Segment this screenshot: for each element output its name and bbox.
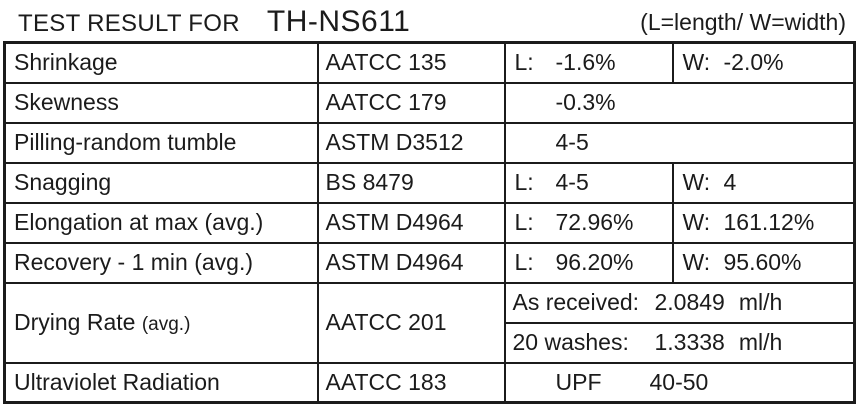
drying-rate-unit: ml/h — [738, 289, 783, 315]
model-number: TH-NS611 — [266, 5, 411, 38]
test-name-suffix: (avg.) — [141, 314, 191, 335]
l-value-cell: L: 72.96% — [503, 201, 674, 244]
table-row: Ultraviolet Radiation AATCC 183 UPF 40-50 — [3, 361, 856, 404]
merged-value-cell: 4-5 — [503, 121, 856, 164]
test-name-cell: Drying Rate (avg.) — [3, 281, 319, 364]
test-name-cell: Pilling-random tumble — [3, 121, 319, 164]
l-value: 4-5 — [555, 169, 589, 195]
l-value: -1.6% — [555, 49, 616, 76]
table-row: 20 washes: 1.3338 ml/h — [5, 321, 856, 364]
table-row: Elongation at max (avg.) ASTM D4964 L: 72… — [3, 201, 856, 244]
drying-rate-value: 2.0849 — [654, 289, 725, 315]
method-cell: BS 8479 — [316, 161, 506, 204]
drying-subrow-as-received: As received: 2.0849 ml/h — [503, 281, 856, 324]
l-value-cell: L: 4-5 — [503, 161, 674, 204]
title-group: TEST RESULT FOR TH-NS611 — [18, 5, 410, 39]
w-value: -2.0% — [723, 49, 784, 76]
l-value: 72.96% — [555, 209, 634, 235]
table-row: Snagging BS 8479 L: 4-5 W: 4 — [3, 161, 856, 204]
table-row: Drying Rate (avg.) AATCC 201 As received… — [3, 281, 856, 364]
w-value-cell: W: 95.60% — [671, 241, 856, 284]
l-label: L: — [514, 209, 534, 235]
w-value: 95.60% — [723, 249, 802, 275]
l-value-cell: L: 96.20% — [503, 241, 674, 284]
l-label: L: — [514, 169, 534, 195]
table-row: Skewness AATCC 179 -0.3% — [3, 81, 856, 124]
drying-rate-value: 1.3338 — [654, 329, 725, 355]
table-row: Shrinkage AATCC 135 L: -1.6% W: -2.0% — [3, 41, 856, 84]
drying-condition-label: As received: — [512, 289, 640, 315]
l-value: 96.20% — [555, 249, 634, 275]
method-cell: AATCC 201 — [316, 281, 506, 364]
w-value: 4 — [723, 169, 737, 195]
test-name-cell: Recovery - 1 min (avg.) — [3, 241, 319, 284]
method-cell: AATCC 135 — [316, 41, 506, 84]
w-value-cell: W: -2.0% — [671, 41, 856, 84]
w-label: W: — [682, 49, 711, 76]
w-label: W: — [682, 249, 711, 275]
test-name-cell: Shrinkage — [3, 41, 319, 84]
drying-condition-label: 20 washes: — [512, 329, 629, 355]
table-row: Recovery - 1 min (avg.) ASTM D4964 L: 96.… — [3, 241, 856, 284]
l-label: L: — [514, 249, 534, 275]
sheet-header: TEST RESULT FOR TH-NS611 (L=length/ W=wi… — [0, 0, 856, 41]
lw-legend: (L=length/ W=width) — [640, 8, 846, 35]
method-cell: ASTM D4964 — [316, 201, 506, 244]
drying-subrow-20-washes: 20 washes: 1.3338 ml/h — [503, 321, 856, 364]
page-title: TEST RESULT FOR — [18, 10, 240, 37]
w-value-cell: W: 4 — [671, 161, 856, 204]
upf-cell: UPF 40-50 — [503, 361, 856, 404]
test-name-cell: Skewness — [3, 81, 319, 124]
drying-rate-unit: ml/h — [738, 329, 783, 355]
test-name-cell: Elongation at max (avg.) — [3, 201, 319, 244]
w-label: W: — [682, 169, 711, 195]
method-cell: AATCC 179 — [316, 81, 506, 124]
method-cell: AATCC 183 — [316, 361, 506, 404]
upf-label: UPF — [555, 368, 602, 395]
table-row: Pilling-random tumble ASTM D3512 4-5 — [3, 121, 856, 164]
w-label: W: — [682, 209, 711, 235]
test-name-cell: Ultraviolet Radiation — [3, 361, 319, 404]
w-value-cell: W: 161.12% — [671, 201, 856, 244]
w-value: 161.12% — [723, 209, 815, 235]
l-label: L: — [514, 49, 534, 76]
test-name-cell: Snagging — [3, 161, 319, 204]
merged-value-cell: -0.3% — [503, 81, 856, 124]
upf-value: 40-50 — [649, 368, 709, 395]
results-table: Shrinkage AATCC 135 L: -1.6% W: -2.0% Skew… — [3, 41, 856, 404]
l-value-cell: L: -1.6% — [503, 41, 674, 84]
test-name: Drying Rate — [14, 309, 136, 335]
method-cell: ASTM D3512 — [316, 121, 506, 164]
method-cell: ASTM D4964 — [316, 241, 506, 284]
